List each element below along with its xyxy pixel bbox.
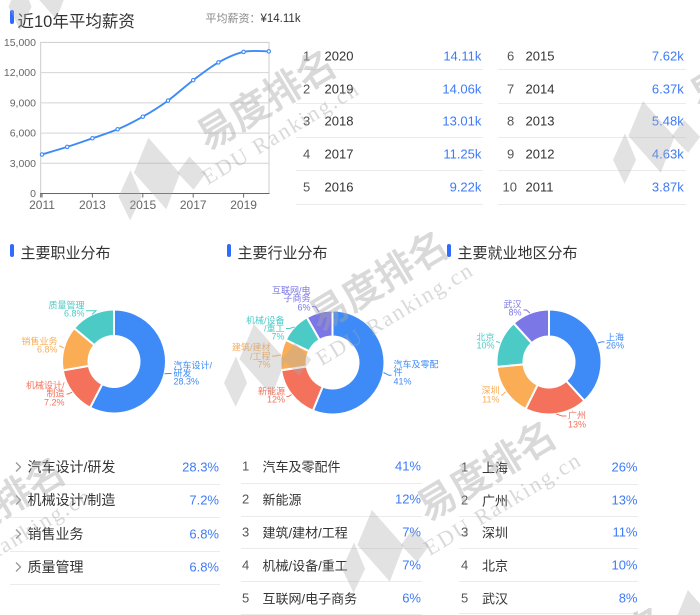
svg-text:2011: 2011: [29, 198, 55, 212]
svg-text:3,000: 3,000: [10, 158, 36, 170]
svg-text:15,000: 15,000: [4, 37, 36, 49]
svg-text:6,000: 6,000: [10, 128, 36, 140]
svg-text:2017: 2017: [180, 198, 207, 212]
svg-text:2015: 2015: [129, 198, 156, 212]
svg-text:2019: 2019: [230, 198, 257, 212]
svg-text:2013: 2013: [79, 198, 106, 212]
svg-text:9,000: 9,000: [10, 97, 36, 109]
svg-text:12,000: 12,000: [4, 67, 36, 79]
svg-text:0: 0: [30, 188, 36, 200]
